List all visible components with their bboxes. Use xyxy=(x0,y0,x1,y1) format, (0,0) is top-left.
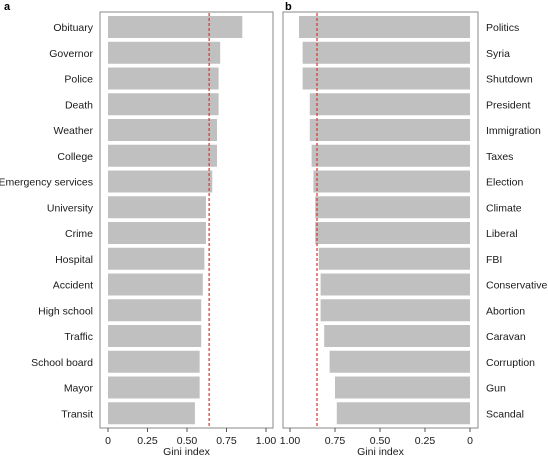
x-axis-label: Gini index xyxy=(357,446,404,458)
bar xyxy=(108,144,218,167)
category-label: University xyxy=(47,202,94,214)
bar xyxy=(108,402,195,425)
category-label: Governor xyxy=(49,48,93,60)
x-tick-label: 0.25 xyxy=(415,435,436,447)
bar xyxy=(108,16,243,38)
category-label: Police xyxy=(64,74,93,86)
bar xyxy=(108,222,206,244)
category-label: Obituary xyxy=(53,22,93,34)
bar xyxy=(313,170,470,193)
category-label: Liberal xyxy=(486,228,518,240)
category-label: Weather xyxy=(54,125,94,137)
category-label: Immigration xyxy=(486,125,541,137)
category-label: Taxes xyxy=(486,151,513,163)
panel-label: b xyxy=(285,1,292,13)
bar xyxy=(108,67,219,90)
category-label: Accident xyxy=(53,280,93,292)
category-label: Climate xyxy=(486,202,522,214)
bar xyxy=(108,41,221,64)
bar xyxy=(302,41,470,64)
bar xyxy=(318,247,470,270)
x-tick-label: 1.00 xyxy=(256,435,277,447)
bar xyxy=(108,299,202,322)
bar xyxy=(336,402,470,425)
category-label: Abortion xyxy=(486,305,525,317)
bar xyxy=(311,144,470,167)
category-label: Election xyxy=(486,177,524,189)
panel-b: b Politics Syria Shutdown President Immigrati… xyxy=(280,1,548,458)
bar xyxy=(315,222,470,244)
category-label: Politics xyxy=(486,22,519,34)
bar xyxy=(108,119,218,141)
bar xyxy=(329,350,470,373)
x-tick-label: 0.50 xyxy=(370,435,391,447)
bar xyxy=(108,273,203,296)
bar xyxy=(320,273,470,296)
category-label: Emergency services xyxy=(0,177,93,189)
category-label: Death xyxy=(65,99,93,111)
category-label: Conservative xyxy=(486,280,547,292)
x-tick-label: 0.75 xyxy=(216,435,237,447)
bar xyxy=(315,196,470,219)
bar xyxy=(108,170,213,193)
bar xyxy=(108,247,205,270)
x-tick-label: 1.00 xyxy=(280,435,301,447)
category-label: Crime xyxy=(65,228,93,240)
bar xyxy=(320,299,470,322)
x-tick-label: 0.50 xyxy=(177,435,198,447)
category-label: School board xyxy=(31,357,93,369)
bar xyxy=(108,325,202,347)
category-label: College xyxy=(57,151,93,163)
bar xyxy=(309,93,470,116)
bar xyxy=(108,376,200,399)
category-label: Scandal xyxy=(486,408,524,420)
category-label: Traffic xyxy=(64,331,93,343)
bar xyxy=(309,119,470,141)
bar xyxy=(324,325,470,347)
category-label: Mayor xyxy=(64,383,94,395)
category-label: High school xyxy=(38,305,93,317)
bar xyxy=(302,67,470,90)
category-label: Syria xyxy=(486,48,510,60)
x-axis-label: Gini index xyxy=(163,446,210,458)
bar xyxy=(108,350,200,373)
bar xyxy=(335,376,470,399)
category-label: FBI xyxy=(486,254,502,266)
category-label: President xyxy=(486,99,530,111)
category-label: Hospital xyxy=(55,254,93,266)
category-label: Corruption xyxy=(486,357,535,369)
category-label: Caravan xyxy=(486,331,526,343)
x-tick-label: 0 xyxy=(105,435,111,447)
panel-a: a Obituary Governor Police Death Weather Colle… xyxy=(0,1,276,458)
category-label: Gun xyxy=(486,383,506,395)
bar xyxy=(108,93,219,116)
x-tick-label: 0.25 xyxy=(137,435,158,447)
panel-label: a xyxy=(4,1,11,13)
bar xyxy=(299,16,470,38)
x-tick-label: 0 xyxy=(467,435,473,447)
category-label: Transit xyxy=(61,408,93,420)
x-tick-label: 0.75 xyxy=(325,435,346,447)
category-label: Shutdown xyxy=(486,74,533,86)
bar xyxy=(108,196,206,219)
